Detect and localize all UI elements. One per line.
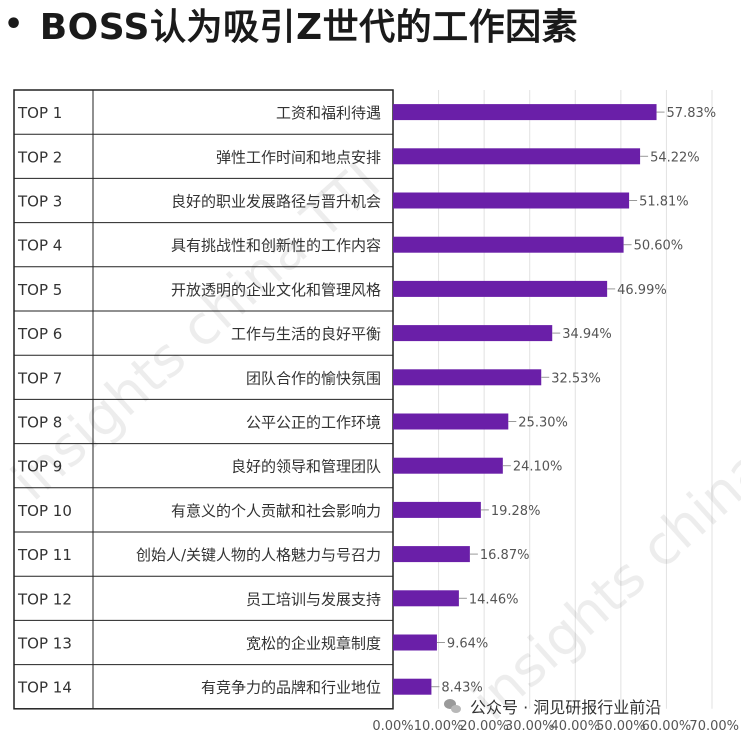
bar: [393, 413, 509, 430]
rank-label: TOP 11: [17, 546, 72, 564]
x-tick-label: 60.00%: [642, 719, 692, 734]
rank-label: TOP 1: [17, 104, 62, 122]
rank-label: TOP 3: [17, 193, 62, 211]
value-label: 51.81%: [639, 195, 689, 210]
category-label: 员工培训与发展支持: [246, 590, 381, 608]
rank-label: TOP 9: [17, 458, 62, 476]
footer-source: 公众号 · 洞见研报行业前沿: [444, 694, 661, 718]
value-label: 50.60%: [634, 239, 684, 254]
x-tick-label: 10.00%: [414, 719, 464, 734]
category-label: 公平公正的工作环境: [246, 414, 381, 432]
rank-label: TOP 12: [17, 590, 72, 608]
bar: [393, 236, 624, 253]
value-label: 54.22%: [650, 150, 700, 165]
category-label: 创始人/关键人物的人格魅力与号召力: [136, 546, 381, 564]
bar: [393, 280, 608, 297]
rank-label: TOP 7: [17, 369, 62, 387]
wechat-icon: [444, 699, 462, 713]
rank-label: TOP 8: [17, 414, 62, 432]
rank-label: TOP 2: [17, 148, 62, 166]
value-label: 25.30%: [518, 416, 568, 431]
category-label: 开放透明的企业文化和管理风格: [171, 281, 381, 299]
value-label: 57.83%: [667, 106, 717, 121]
x-tick-label: 50.00%: [596, 719, 646, 734]
bar: [393, 546, 470, 563]
footer-text: 公众号 · 洞见研报行业前沿: [470, 698, 662, 717]
category-label: 有意义的个人贡献和社会影响力: [171, 502, 381, 520]
value-label: 34.94%: [562, 327, 612, 342]
category-label: 团队合作的愉快氛围: [246, 369, 381, 387]
category-label: 弹性工作时间和地点安排: [216, 148, 381, 166]
bar: [393, 457, 503, 474]
rank-label: TOP 10: [17, 502, 72, 520]
category-label: 良好的领导和管理团队: [231, 458, 381, 476]
bar: [393, 325, 553, 342]
value-label: 24.10%: [513, 460, 563, 475]
value-label: 19.28%: [491, 504, 541, 519]
value-label: 8.43%: [441, 681, 482, 696]
rank-label: TOP 6: [17, 325, 62, 343]
rank-label: TOP 13: [17, 635, 72, 653]
bar: [393, 104, 657, 121]
x-tick-label: 20.00%: [459, 719, 509, 734]
x-tick-label: 40.00%: [550, 719, 600, 734]
bar: [393, 590, 459, 607]
bar: [393, 501, 481, 518]
rank-label: TOP 14: [17, 679, 72, 697]
category-label: 宽松的企业规章制度: [246, 635, 381, 653]
rank-label: TOP 5: [17, 281, 62, 299]
rank-label: TOP 4: [17, 237, 62, 255]
bar: [393, 192, 630, 209]
value-label: 32.53%: [551, 371, 601, 386]
x-tick-label: 30.00%: [505, 719, 555, 734]
category-label: 有竞争力的品牌和行业地位: [201, 679, 381, 697]
value-label: 46.99%: [617, 283, 667, 298]
value-label: 9.64%: [447, 637, 488, 652]
category-label: 良好的职业发展路径与晋升机会: [171, 193, 381, 211]
bar: [393, 369, 542, 386]
bar: [393, 634, 437, 651]
x-tick-label: 0.00%: [372, 719, 413, 734]
category-label: 工作与生活的良好平衡: [231, 325, 381, 343]
value-label: 16.87%: [480, 548, 530, 563]
bar: [393, 678, 432, 695]
bar: [393, 148, 641, 165]
page-title: • BOSS认为吸引Z世代的工作因素: [4, 2, 578, 49]
value-label: 14.46%: [469, 592, 519, 607]
category-label: 具有挑战性和创新性的工作内容: [171, 237, 381, 255]
x-tick-label: 70.00%: [689, 719, 739, 734]
category-label: 工资和福利待遇: [276, 104, 381, 122]
title-bullet: •: [4, 6, 24, 42]
title-text: BOSS认为吸引Z世代的工作因素: [39, 7, 579, 48]
